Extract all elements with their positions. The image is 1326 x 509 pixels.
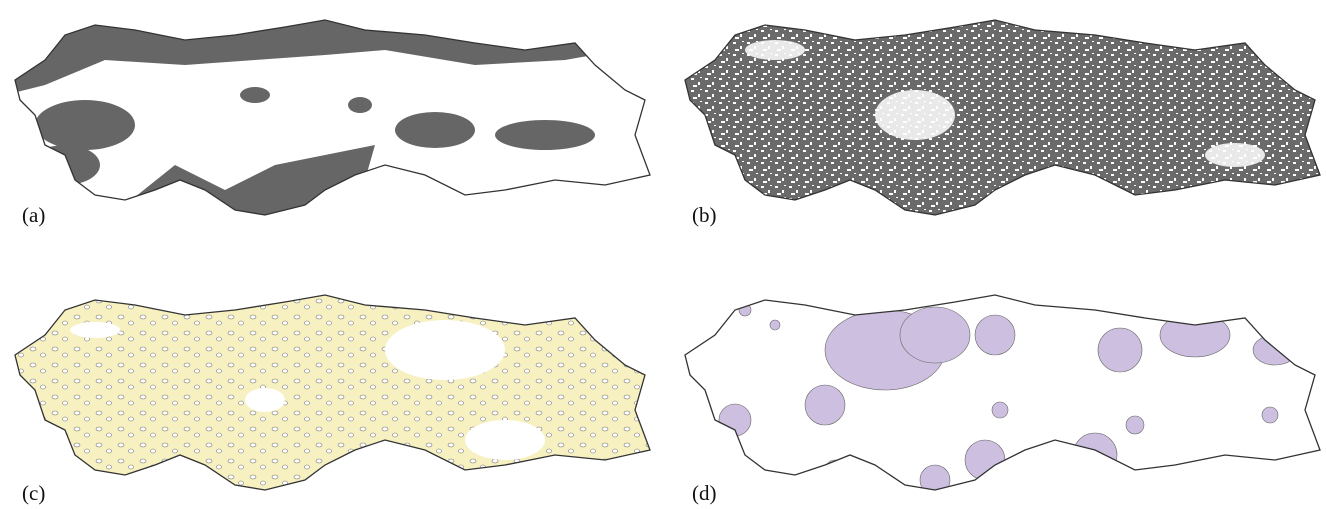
panel-label: (a) (22, 203, 45, 227)
panel-label: (b) (692, 203, 717, 227)
panel-label: (d) (692, 481, 717, 505)
panel-label: (c) (22, 481, 45, 505)
map-c (15, 295, 650, 490)
figure: (a) (b) (c) (0, 0, 1326, 509)
map-d (685, 295, 1320, 495)
map-a (5, 5, 650, 220)
map-b (685, 20, 1320, 215)
